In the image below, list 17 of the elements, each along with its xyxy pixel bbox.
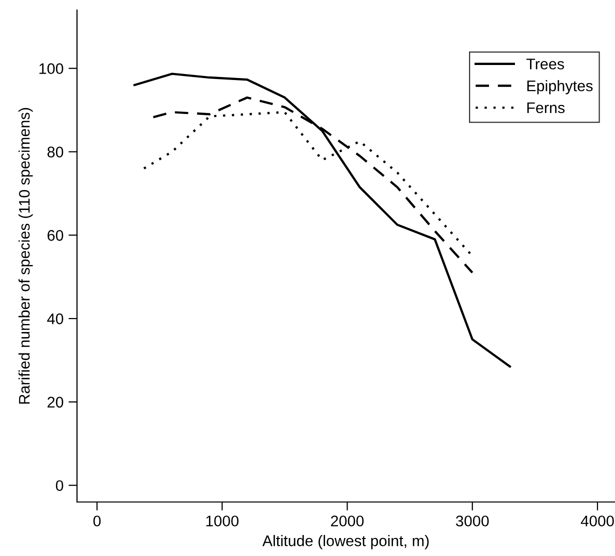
legend-label: Trees <box>526 58 564 70</box>
x-axis-title: Altitude (lowest point, m) <box>262 534 429 550</box>
y-tick-label: 20 <box>48 396 64 408</box>
line-series <box>133 72 512 368</box>
y-tick-label: 40 <box>47 313 64 324</box>
legend-label: Epiphytes <box>527 80 593 94</box>
x-tick-label: 2000 <box>331 516 364 526</box>
y-tick-label: 60 <box>48 230 64 241</box>
y-tick-label: 100 <box>39 63 64 74</box>
y-axis-title: Rarified number of species (110 specimens) <box>18 108 33 404</box>
x-tick-label: 1000 <box>206 516 239 526</box>
x-tick-label: 3000 <box>456 516 489 526</box>
y-tick-label: 80 <box>47 146 64 158</box>
x-tick-label: 0 <box>93 516 101 526</box>
legend-label: Ferns <box>527 102 565 114</box>
x-tick-label: 4000 <box>580 516 614 526</box>
y-tick-label: 0 <box>56 480 64 492</box>
